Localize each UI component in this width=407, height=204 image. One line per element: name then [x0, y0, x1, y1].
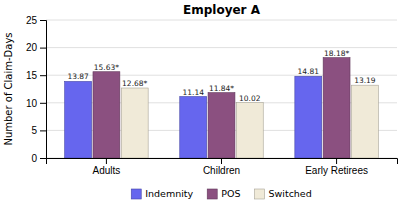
x-tick-label: Adults: [93, 165, 121, 176]
data-label: 13.87: [67, 72, 89, 81]
y-axis-line: [40, 21, 47, 159]
y-tick-label: 15: [26, 70, 38, 81]
legend-swatch: [207, 189, 217, 199]
data-label: 13.19: [354, 76, 376, 85]
data-labels: 13.87 11.14 14.81 15.63* 11.84* 18.18* 12.68* 1…: [67, 49, 375, 103]
bar: [180, 97, 207, 158]
bar: [323, 58, 350, 158]
x-tick-label: Children: [203, 165, 240, 176]
y-tick-label: 0: [31, 153, 37, 164]
y-tick-label: 25: [26, 15, 38, 26]
grid: [46, 20, 397, 158]
y-axis-title: Number of Claim-Days: [3, 32, 14, 145]
x-axis: Adults Children Early Retirees: [47, 158, 398, 176]
y-axis: 0 5 10 15 20 25: [26, 15, 47, 164]
plot: 13.87 11.14 14.81 15.63* 11.84* 18.18* 12.68* 1…: [26, 15, 398, 176]
y-tick-label: 20: [26, 42, 38, 53]
x-tick-mark: [106, 158, 107, 164]
y-tick-mark: [40, 48, 46, 49]
legend-item: POS: [207, 188, 240, 199]
y-tick: 20: [26, 42, 46, 53]
x-tick-label: Early Retirees: [305, 165, 368, 176]
bar: [65, 81, 92, 158]
y-tick-mark: [40, 75, 46, 76]
legend-swatch: [254, 189, 264, 199]
x-tick: Adults: [93, 158, 121, 176]
legend-label: Indemnity: [145, 188, 193, 199]
y-tick-mark: [40, 130, 46, 131]
legend-label: POS: [221, 188, 240, 199]
y-tick: 15: [26, 70, 46, 81]
data-label: 10.02: [239, 94, 261, 103]
bar: [93, 72, 120, 158]
legend-item: Indemnity: [131, 188, 193, 199]
y-tick-mark: [40, 20, 46, 21]
data-label: 11.14: [182, 88, 204, 97]
x-tick: Children: [203, 158, 240, 176]
y-tick-label: 5: [31, 125, 37, 136]
data-label: 15.63*: [94, 63, 119, 72]
bar: [236, 103, 263, 158]
x-tick-mark: [336, 158, 337, 164]
bar: [295, 76, 322, 158]
y-tick: 25: [26, 15, 46, 26]
bar: [208, 93, 235, 158]
legend-label: Switched: [268, 188, 311, 199]
legend: Indemnity POS Switched: [131, 188, 312, 199]
x-tick: Early Retirees: [305, 158, 368, 176]
title: Employer A: [183, 3, 261, 17]
legend-swatch: [131, 189, 141, 199]
legend-item: Switched: [254, 188, 311, 199]
data-label: 11.84*: [209, 84, 234, 93]
bar: [351, 85, 378, 158]
y-tick-label: 10: [26, 98, 38, 109]
data-label: 18.18*: [324, 49, 349, 58]
y-tick-mark: [40, 158, 46, 159]
y-tick: 5: [31, 125, 46, 136]
data-label: 12.68*: [122, 79, 147, 88]
grid-line: [46, 20, 397, 21]
x-axis-line: [47, 159, 398, 165]
chart: 13.87 11.14 14.81 15.63* 11.84* 18.18* 12.68* 1…: [0, 0, 407, 204]
x-tick-mark: [221, 158, 222, 164]
y-tick-mark: [40, 103, 46, 104]
bar: [121, 88, 148, 158]
bars: [65, 58, 379, 158]
y-tick: 0: [31, 153, 46, 164]
data-label: 14.81: [298, 67, 320, 76]
y-tick: 10: [26, 98, 46, 109]
